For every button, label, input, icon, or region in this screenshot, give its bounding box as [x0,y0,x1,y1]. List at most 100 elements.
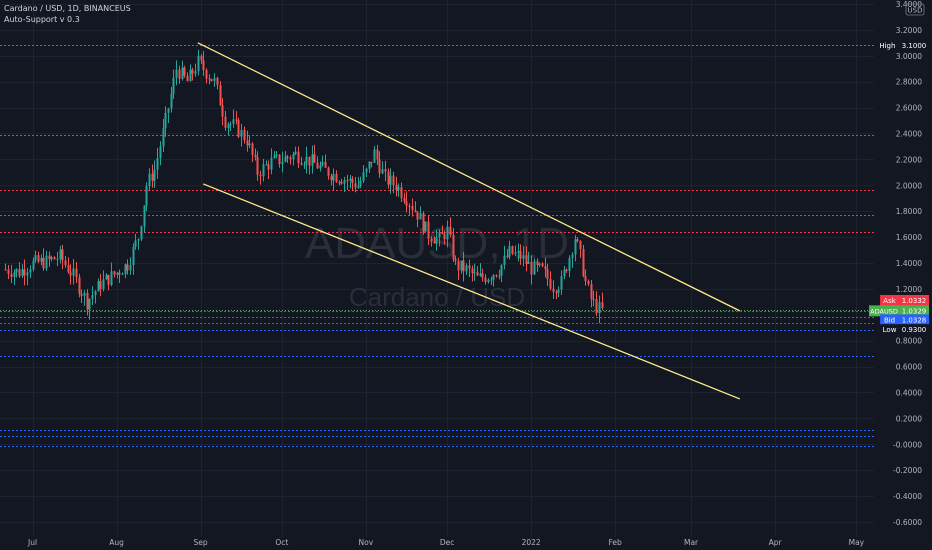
channel-lower-line [203,183,741,400]
candle-body [227,124,230,128]
high-tag: High 3.1000 [875,39,929,51]
candle-body [289,157,292,160]
candle-body [351,178,354,184]
candle-body [343,180,346,184]
candle-body [316,162,319,169]
x-tick-label: Feb [609,538,623,547]
candle-body [500,265,503,276]
x-tick-label: Oct [275,538,288,547]
bid-tag-label-box [880,314,899,326]
candle-body [525,255,528,264]
candle-body [449,226,452,235]
high-tag-value: 3.1000 [902,42,927,50]
candle-body [107,274,110,285]
candle-body [332,173,335,181]
y-tick-label: 3.4000 [896,0,922,9]
candle-body [275,154,278,156]
candle-body [400,187,403,199]
currency-badge[interactable]: USD [905,3,925,16]
y-tick-label: 3.2000 [896,26,922,35]
candle-body [389,175,392,185]
candle-body [167,108,170,113]
candle-body [183,67,186,76]
channel-upper-line [197,42,741,312]
level-lines [0,45,874,447]
y-tick-label: 1.4000 [896,259,922,268]
candle-body [75,268,78,278]
candle-body [191,69,194,74]
candle-body [435,237,438,244]
candle-body [94,291,97,296]
high-tag-value-box [899,39,929,51]
candle-body [552,288,555,292]
candle-body [256,157,259,175]
y-tick-label: 2.2000 [896,155,922,164]
candle-body [308,156,311,166]
candle-body [346,180,349,182]
candles [4,49,604,324]
x-tick-label: May [849,538,865,547]
bid-tag-label: Bid [884,316,895,324]
y-tick-label: 0.4000 [896,388,922,397]
candle-body [462,260,465,272]
candle-body [265,164,268,166]
candle-body [397,187,400,191]
low-tag-value-box [899,324,929,336]
bid-tag: Bid 1.0328 [880,314,929,326]
candle-body [286,156,289,158]
candle-body [126,264,129,271]
candle-body [592,299,595,301]
candle-body [105,274,108,280]
candle-body [102,279,105,290]
candle-body [403,198,406,202]
candle-body [151,173,154,181]
candle-body [240,129,243,137]
candle-body [26,272,29,276]
candle-body [7,269,10,274]
candle-body [216,77,219,86]
candle-body [72,268,75,276]
candle-body [419,213,422,220]
candle-body [259,174,262,177]
candle-body [584,276,587,282]
candle-body [541,263,544,267]
candle-body [479,273,482,276]
y-tick-label: 0.2000 [896,414,922,423]
bid-tag-value: 1.0328 [902,316,927,324]
candle-body [205,69,208,79]
candle-body [156,158,159,170]
candle-body [202,60,205,70]
candle-body [330,176,333,181]
candle-body [487,279,490,283]
candle-body [321,161,324,166]
candle-body [56,258,59,260]
candle-body [538,263,541,265]
candle-body [311,154,314,166]
symbol-title[interactable]: Cardano / USD, 1D, BINANCEUS [4,4,131,13]
x-tick-label: Sep [193,538,207,547]
candle-body [557,289,560,293]
candle-body [495,275,498,277]
candle-body [598,302,601,314]
candle-body [170,93,173,109]
candle-body [18,269,21,277]
candle-body [327,167,330,177]
y-tick-label: -0.0000 [893,440,922,449]
indicator-title[interactable]: Auto-Support v 0.3 [4,15,80,24]
y-tick-label: 0.8000 [896,337,922,346]
candle-body [132,246,135,266]
x-tick-label: Aug [109,538,124,547]
candle-body [335,173,338,182]
candle-body [34,255,37,261]
candle-body [69,272,72,276]
x-tick-label: Nov [359,538,374,547]
candle-body [508,246,511,257]
candle-body [408,205,411,207]
candle-body [514,252,517,254]
candle-body [303,164,306,166]
candle-body [21,269,24,277]
candle-body [172,77,175,94]
candle-body [460,260,463,271]
